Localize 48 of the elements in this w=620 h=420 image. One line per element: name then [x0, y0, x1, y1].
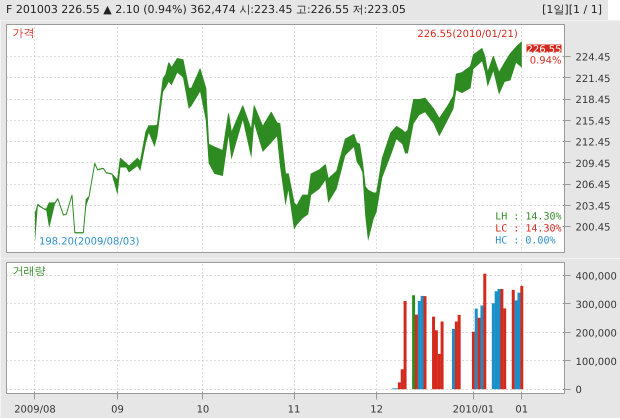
- bar: [478, 318, 481, 390]
- annotation: 0.94%: [530, 56, 562, 66]
- annotation: LH : 14.30%: [495, 212, 562, 222]
- bar: [520, 286, 524, 390]
- y-tick-label: 212.45: [576, 138, 610, 149]
- y-tick-label: 300,000: [576, 300, 617, 311]
- y-tick-label: 206.45: [576, 180, 610, 192]
- y-tick-label: 215.45: [576, 116, 610, 128]
- x-tick-label: 09: [111, 404, 124, 416]
- bar: [412, 295, 416, 390]
- chart-subtitle: 거래량: [12, 264, 46, 278]
- bar: [517, 292, 520, 390]
- text: [1일][1 / 1]: [542, 2, 602, 18]
- y-tick-label: 200.45: [576, 222, 610, 234]
- chart-subtitle: 가격: [12, 26, 34, 40]
- annotation: 226.55: [526, 44, 562, 56]
- bar: [414, 314, 418, 390]
- y-tick-label: 200,000: [576, 328, 617, 340]
- x-tick-label: 10: [196, 404, 210, 416]
- y-tick-label: 224.45: [576, 52, 610, 64]
- y-tick-label: 0: [576, 385, 582, 396]
- chart-title: F 201003 226.55 ▲ 2.10 (0.94%) 362,474 시:223.45 고:226.55 저:223.05: [6, 2, 406, 18]
- bar: [420, 296, 424, 390]
- annotation: HC : 0.00%: [495, 236, 556, 246]
- y-tick-label: 221.45: [576, 74, 610, 85]
- x-tick-label: 11: [288, 404, 300, 416]
- annotation: LC : 14.30%: [495, 224, 562, 234]
- x-tick-label: 2009/08: [14, 404, 56, 416]
- annotation: 198.20(2009/08/03): [38, 236, 140, 248]
- y-tick-label: 400,000: [576, 271, 617, 282]
- bar: [483, 274, 486, 390]
- bar: [424, 296, 426, 390]
- x-tick-label: 12: [370, 404, 383, 416]
- x-tick-label: 01: [515, 404, 528, 416]
- bar: [458, 314, 461, 390]
- bar: [480, 306, 484, 390]
- bar: [452, 328, 455, 390]
- x-tick-label: 2010/01: [452, 404, 494, 416]
- annotation: 226.55(2010/01/21): [417, 28, 518, 40]
- y-tick-label: 100,000: [576, 356, 617, 368]
- bar: [472, 332, 475, 390]
- bar: [498, 288, 501, 390]
- y-tick-label: 209.45: [576, 158, 610, 170]
- y-tick-label: 218.45: [576, 95, 610, 106]
- bar: [432, 316, 436, 390]
- bar: [404, 300, 407, 390]
- bar: [440, 321, 444, 390]
- y-tick-label: 203.45: [576, 201, 610, 212]
